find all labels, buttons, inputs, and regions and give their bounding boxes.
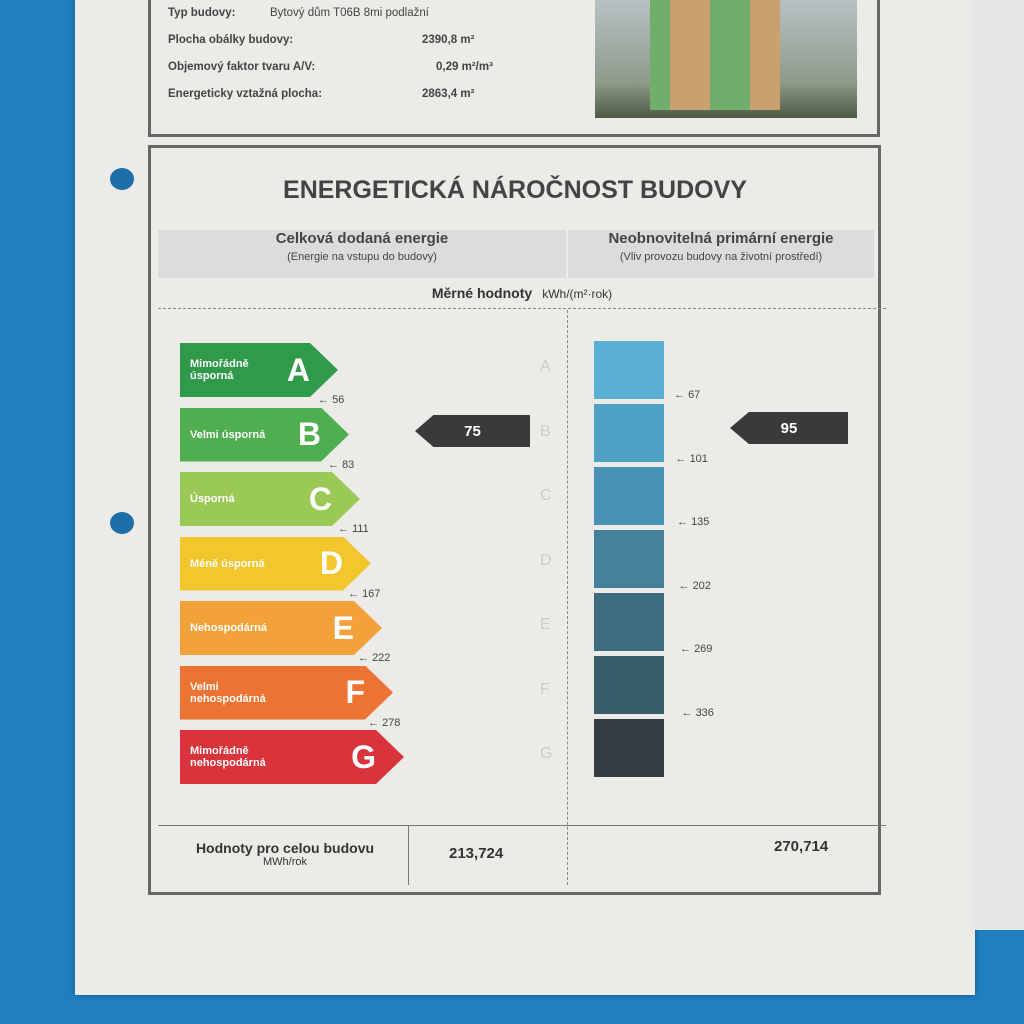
class-letter: B: [297, 416, 321, 452]
right-scale-block: [594, 656, 664, 714]
bottom-left-value: 213,724: [449, 845, 504, 862]
energy-box: [148, 145, 881, 895]
building-photo: [595, 0, 857, 118]
ghost-letter: D: [540, 551, 552, 569]
adjacent-paper: [972, 0, 1024, 930]
threshold-value: 222: [372, 652, 391, 664]
unit-label: Měrné hodnoty: [431, 285, 533, 301]
right-header-subtitle: (Vliv provozu budovy na životní prostřed…: [619, 251, 823, 263]
info-label: Energeticky vztažná plocha:: [168, 88, 323, 100]
class-bar-b: Velmi úsporná B: [180, 407, 349, 462]
class-name: Velmi nehospodárná: [190, 680, 266, 705]
threshold-value: 83: [342, 458, 355, 471]
right-value-marker: 95: [730, 412, 848, 444]
threshold-value: 167: [362, 587, 381, 600]
right-threshold: ← 269: [680, 643, 713, 655]
building-info-box: [148, 0, 880, 137]
ghost-letter: F: [540, 680, 550, 698]
class-name: Mimořádně nehospodárná: [190, 745, 266, 769]
ghost-letter: G: [540, 745, 553, 762]
threshold-value: 336: [695, 706, 714, 719]
class-bar-f: Velmi nehospodárná F: [180, 665, 393, 720]
class-letter: F: [345, 674, 365, 710]
class-name: Mimořádně úsporná: [190, 358, 249, 382]
left-threshold: ← 111: [338, 523, 369, 535]
right-threshold: ← 336: [681, 706, 714, 719]
threshold-value: 56: [332, 394, 345, 406]
class-name: Velmi úsporná: [190, 428, 266, 441]
bottom-unit: MWh/rok: [263, 856, 307, 868]
class-name: Méně úsporná: [190, 557, 265, 570]
info-label: Objemový faktor tvaru A/V:: [168, 61, 316, 73]
page-title: ENERGETICKÁ NÁROČNOST BUDOVY: [283, 176, 747, 204]
class-bar-c: Úsporná C: [180, 472, 360, 526]
bottom-label: Hodnoty pro celou budovu MWh/rok: [170, 840, 400, 898]
left-header: Celková dodaná energie (Energie na vstupu…: [158, 230, 566, 278]
ghost-letter: C: [540, 487, 552, 504]
right-scale-block: [594, 341, 664, 399]
unit-row: Měrné hodnoty kWh/(m²·rok): [158, 285, 886, 301]
class-letter: G: [351, 738, 376, 775]
left-threshold: ← 278: [368, 716, 401, 729]
right-threshold: ← 67: [674, 389, 701, 401]
threshold-value: 202: [692, 579, 711, 592]
threshold-value: 101: [689, 452, 708, 465]
info-label: Plocha obálky budovy:: [168, 34, 294, 46]
threshold-value: 135: [691, 516, 710, 528]
left-threshold: ← 222: [358, 652, 391, 664]
right-scale-block: [594, 593, 664, 651]
ghost-letter: B: [540, 422, 551, 440]
right-scale-block: [594, 530, 664, 588]
bottom-label-text: Hodnoty pro celou budovu: [195, 840, 375, 856]
threshold-value: 67: [688, 389, 701, 401]
bottom-right-value: 270,714: [774, 838, 829, 855]
right-scale-block: [594, 719, 664, 777]
punch-hole: [110, 168, 134, 190]
class-name: Nehospodárná: [190, 622, 268, 634]
unit: kWh/(m²·rok): [542, 287, 613, 301]
class-letter: D: [319, 545, 343, 581]
class-bar-e: Nehospodárná E: [180, 601, 382, 655]
ghost-letter: E: [540, 616, 551, 633]
type-value: Bytový dům T06B 8mi podlažní: [270, 7, 429, 19]
info-value: 0,29 m²/m³: [436, 61, 493, 73]
ghost-letter: A: [540, 358, 551, 375]
right-header-title: Neobnovitelná primární energie: [608, 230, 834, 247]
left-header-title: Celková dodaná energie: [275, 230, 449, 247]
right-scale-block: [594, 467, 664, 525]
left-header-subtitle: (Energie na vstupu do budovy): [287, 251, 437, 263]
left-threshold: ← 83: [328, 458, 355, 471]
threshold-value: 111: [352, 523, 369, 535]
threshold-value: 278: [382, 716, 401, 729]
right-scale-block: [594, 404, 664, 462]
right-header: Neobnovitelná primární energie (Vliv prov…: [568, 230, 874, 278]
class-name: Úsporná: [190, 493, 235, 505]
left-threshold: ← 56: [318, 394, 345, 406]
info-value: 2390,8 m²: [422, 34, 475, 46]
class-bar-a: Mimořádně úsporná A: [180, 343, 338, 397]
class-letter: C: [308, 480, 332, 517]
info-value: 2863,4 m²: [422, 88, 475, 100]
right-threshold: ← 101: [675, 452, 708, 465]
type-label: Typ budovy:: [168, 7, 236, 19]
right-threshold: ← 202: [678, 579, 711, 592]
class-bar-d: Méně úsporná D: [180, 536, 371, 591]
left-value-marker: 75: [415, 415, 530, 447]
class-letter: A: [286, 351, 310, 388]
right-threshold: ← 135: [677, 516, 710, 528]
left-threshold: ← 167: [348, 587, 381, 600]
class-letter: E: [332, 609, 354, 646]
class-bar-g: Mimořádně nehospodárná G: [180, 730, 404, 784]
threshold-value: 269: [694, 643, 713, 655]
punch-hole: [110, 512, 134, 534]
